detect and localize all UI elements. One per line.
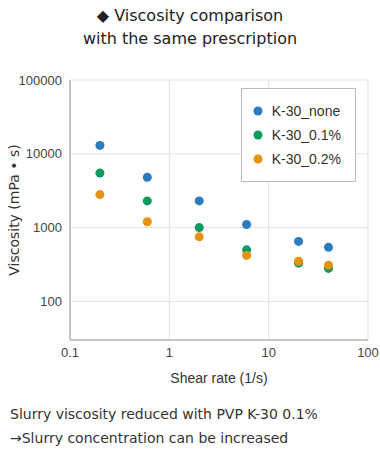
svg-text:1000: 1000: [33, 220, 62, 235]
html-text:K-30_0.2%: K-30_0.2%: [271, 151, 341, 167]
html-text:K-30_0.1%: K-30_0.1%: [271, 127, 341, 143]
svg-text:0.1: 0.1: [61, 345, 79, 360]
svg-text:100000: 100000: [19, 73, 62, 88]
html-text:Slurry viscosity reduced with: Slurry viscosity reduced with PVP K-30 0…: [10, 406, 318, 422]
svg-text:100: 100: [357, 345, 379, 360]
svg-text:10000: 10000: [26, 146, 62, 161]
svg-text:100: 100: [40, 294, 62, 309]
svg-text:Viscosity (mPa • s): Viscosity (mPa • s): [6, 144, 22, 276]
svg-text:10: 10: [261, 345, 275, 360]
svg-text:1: 1: [166, 345, 173, 360]
svg-text:Shear rate (1/s): Shear rate (1/s): [170, 370, 267, 386]
html-text:→Slurry concentration can be i: →Slurry concentration can be increased: [10, 430, 289, 446]
html-text:K-30_none: K-30_none: [271, 103, 341, 119]
html-text:◆ Viscosity comparison with th: ◆ Viscosity comparison with the same pre…: [82, 6, 298, 48]
